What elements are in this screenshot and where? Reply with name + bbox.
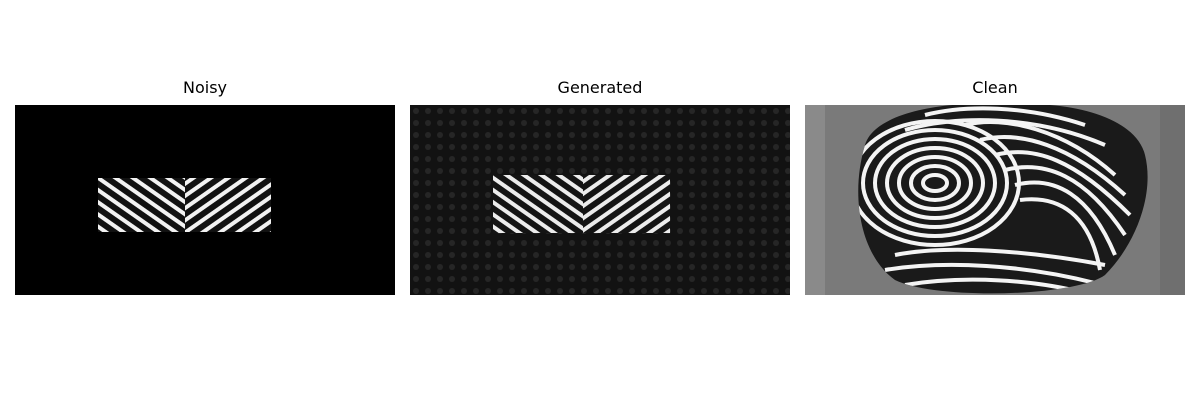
clean-image (805, 105, 1185, 295)
generated-title: Generated (557, 78, 643, 97)
generated-image (410, 105, 790, 295)
noisy-image (15, 105, 395, 295)
clean-title: Clean (972, 78, 1018, 97)
noisy-title: Noisy (182, 78, 227, 97)
